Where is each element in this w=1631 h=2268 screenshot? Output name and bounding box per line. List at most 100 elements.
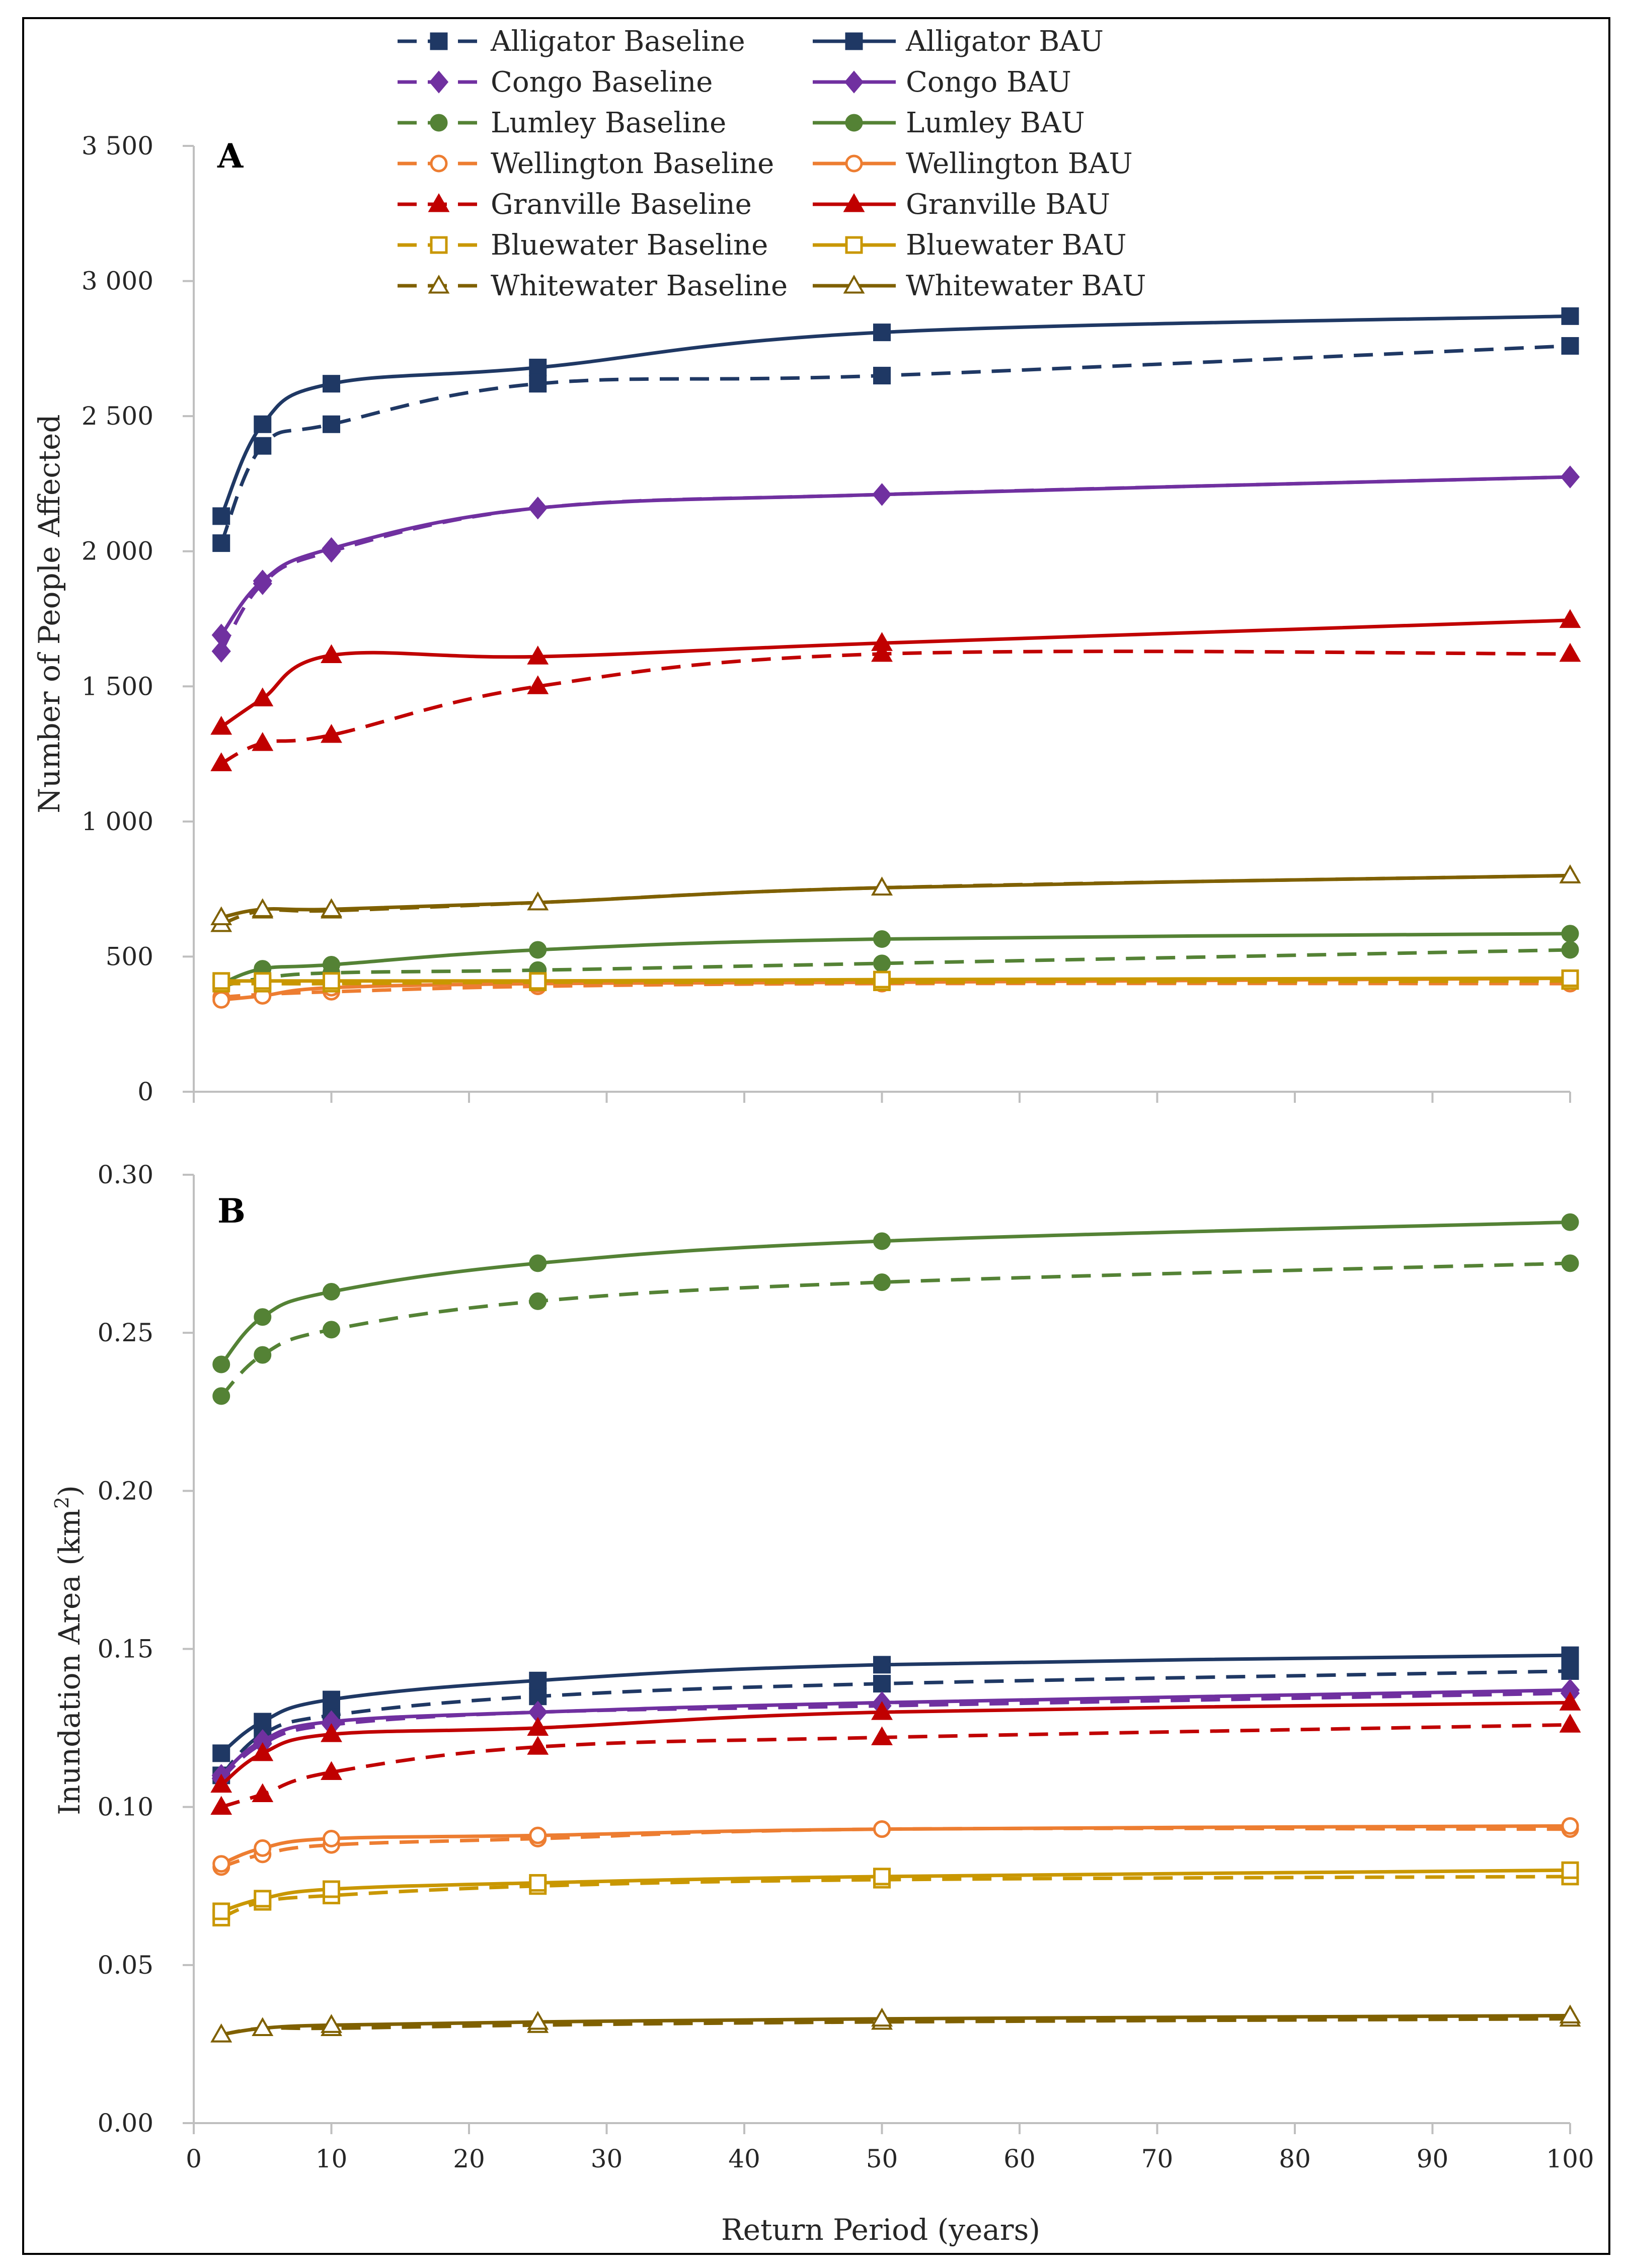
legend-label-granville-baseline: Granville Baseline (491, 188, 752, 221)
panel-b-x-tick-label: 30 (591, 2144, 623, 2173)
legend-marker-alligator-baseline (430, 32, 448, 50)
legend-label-bluewater-bau: Bluewater BAU (906, 229, 1127, 262)
panel-b-ylabel-main: Inundation Area (km (52, 1509, 87, 1815)
panel-a-point-wellington-bau (212, 991, 230, 1009)
panel-a-point-lumley-bau (529, 941, 547, 959)
panel-b-point-granville-bau (1559, 1691, 1581, 1711)
panel-b-line-lumley-bau (220, 1220, 1571, 1366)
legend-entry-wellington-bau: Wellington BAU (813, 147, 1133, 180)
panel-a-point-granville-baseline (252, 732, 274, 751)
panel-b-ylabel-sup: 2 (51, 1497, 73, 1509)
panel-b-point-lumley-baseline (529, 1292, 547, 1310)
panel-a-point-alligator-baseline (212, 534, 230, 552)
panel-b-line-whitewater-bau (221, 2013, 1571, 2037)
panel-a-line-bluewater-bau (221, 976, 1571, 983)
panel-a-point-bluewater-bau (323, 972, 340, 990)
panel-a-point-granville-bau (1559, 609, 1581, 628)
panel-a-point-bluewater-bau (873, 970, 891, 989)
figure-border (22, 17, 1610, 2255)
panel-a-line-granville-baseline (220, 650, 1571, 765)
legend-marker-congo-bau (844, 70, 864, 94)
panel-b-point-granville-baseline (210, 1796, 232, 1815)
panel-a-series (210, 307, 1581, 1009)
panel-a-series-granville-baseline (210, 642, 1581, 771)
panel-a-point-granville-baseline (871, 642, 893, 662)
panel-b-series-whitewater-bau (210, 2004, 1581, 2043)
panel-b-point-bluewater-bau (529, 1874, 547, 1892)
panel-a-point-whitewater-bau (871, 876, 893, 896)
panel-b-series-granville-bau (210, 1691, 1581, 1793)
panel-b-point-granville-baseline (527, 1736, 549, 1755)
panel-a-point-congo-baseline (211, 639, 231, 663)
panel-b-y-tick-label: 0.30 (98, 1160, 153, 1189)
legend-entry-bluewater-baseline: Bluewater Baseline (398, 229, 768, 262)
panel-a-ylabel: Number of People Affected (32, 414, 66, 813)
panel-a-point-lumley-baseline (873, 954, 891, 973)
panel-b-chart: 0.00 0.05 0.10 0.15 0.20 0.25 0.30 0 10 20 30 40 50 6… (51, 1160, 1594, 2247)
legend-entry-whitewater-baseline: Whitewater Baseline (398, 270, 788, 302)
panel-b-point-wellington-bau (1561, 1817, 1579, 1835)
panel-a-point-alligator-baseline (529, 375, 547, 393)
panel-b-point-granville-bau (527, 1717, 549, 1736)
panel-b-point-whitewater-bau (527, 2010, 549, 2030)
panel-a-y-tick-label: 3 500 (82, 131, 153, 160)
panel-b-point-granville-baseline (321, 1761, 342, 1780)
legend-marker-granville-baseline (428, 193, 450, 212)
legend-entry-granville-baseline: Granville Baseline (398, 188, 752, 221)
legend-label-congo-bau: Congo BAU (906, 66, 1071, 99)
panel-b-point-bluewater-bau (1561, 1861, 1579, 1879)
panel-a-line-lumley-bau (220, 932, 1571, 986)
panel-b-point-whitewater-bau (210, 2023, 232, 2043)
panel-b-point-whitewater-bau (252, 2017, 274, 2036)
panel-b-y-tick-label: 0.20 (98, 1476, 153, 1505)
legend-marker-bluewater-baseline (430, 236, 448, 254)
panel-a-y-tick-label: 2 500 (82, 401, 153, 431)
panel-a-point-congo-bau (253, 570, 272, 593)
panel-b-point-lumley-bau (323, 1282, 340, 1301)
panel-b-point-alligator-baseline (1561, 1662, 1579, 1680)
panel-b-x-tick-label: 10 (316, 2144, 348, 2173)
panel-a-point-whitewater-bau (527, 891, 549, 911)
panel-b-xlabel: Return Period (years) (721, 2213, 1040, 2247)
panel-a-point-alligator-bau (873, 323, 891, 342)
panel-b-point-lumley-baseline (212, 1387, 230, 1405)
panel-a-point-granville-bau (210, 715, 232, 735)
panel-b-point-lumley-bau (1561, 1213, 1579, 1231)
panel-b-point-granville-baseline (1559, 1714, 1581, 1733)
panel-a-point-granville-bau (871, 632, 893, 651)
panel-b-line-alligator-bau (220, 1653, 1571, 1755)
panel-a-line-whitewater-bau (220, 873, 1571, 919)
legend-entry-congo-baseline: Congo Baseline (398, 66, 713, 99)
panel-a-point-granville-bau (527, 645, 549, 665)
legend: Alligator Baseline Alligator BAU Congo Bas… (398, 25, 1146, 302)
panel-a-point-bluewater-bau (529, 972, 547, 990)
panel-a-point-granville-bau (321, 644, 342, 664)
panel-a-point-alligator-baseline (1561, 337, 1579, 355)
panel-a-point-bluewater-bau (1561, 969, 1579, 987)
panel-b-point-granville-bau (321, 1723, 342, 1742)
legend-entry-whitewater-bau: Whitewater BAU (813, 270, 1146, 302)
legend-marker-whitewater-bau (843, 274, 865, 294)
panel-a-point-congo-bau (322, 537, 341, 560)
legend-marker-lumley-baseline (430, 114, 448, 132)
legend-entry-congo-bau: Congo BAU (813, 66, 1071, 99)
legend-label-bluewater-baseline: Bluewater Baseline (491, 229, 768, 262)
panel-a-point-whitewater-bau (321, 898, 342, 917)
panel-a-letter: A (217, 136, 244, 176)
panel-a-y-tick-label: 2 000 (82, 537, 153, 566)
panel-a-point-alligator-bau (323, 375, 340, 393)
panel-b-y-tick-label: 0.10 (98, 1793, 153, 1822)
panel-b-ylabel: Inundation Area (km2) (51, 1485, 87, 1815)
panel-a-point-whitewater-bau (252, 898, 274, 917)
legend-label-lumley-baseline: Lumley Baseline (491, 107, 726, 139)
panel-a-point-bluewater-bau (212, 972, 230, 990)
legend-marker-lumley-bau (845, 114, 863, 132)
panel-a-y-tick-label: 0 (137, 1077, 153, 1106)
legend-label-congo-baseline: Congo Baseline (491, 66, 713, 99)
panel-a-point-congo-bau (872, 483, 892, 506)
panel-b-point-lumley-baseline (323, 1321, 340, 1339)
panel-a-point-granville-baseline (210, 752, 232, 771)
